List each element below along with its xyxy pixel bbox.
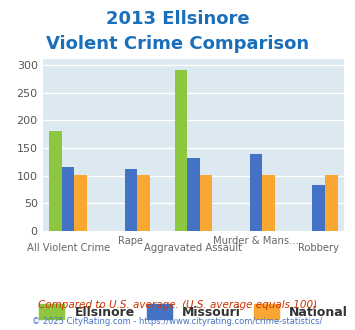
- Text: Violent Crime Comparison: Violent Crime Comparison: [46, 35, 309, 53]
- Bar: [137, 175, 150, 231]
- Bar: [175, 71, 187, 231]
- Bar: [250, 154, 262, 231]
- Bar: [325, 175, 338, 231]
- Bar: [312, 185, 325, 231]
- Text: Aggravated Assault: Aggravated Assault: [144, 243, 242, 253]
- Text: Rape: Rape: [118, 236, 143, 246]
- Text: 2013 Ellsinore: 2013 Ellsinore: [106, 10, 249, 28]
- Text: Compared to U.S. average. (U.S. average equals 100): Compared to U.S. average. (U.S. average …: [38, 300, 317, 310]
- Text: Murder & Mans...: Murder & Mans...: [213, 236, 299, 246]
- Bar: [125, 169, 137, 231]
- Bar: [49, 131, 62, 231]
- Bar: [75, 175, 87, 231]
- Legend: Ellsinore, Missouri, National: Ellsinore, Missouri, National: [34, 299, 353, 324]
- Bar: [187, 158, 200, 231]
- Bar: [262, 175, 275, 231]
- Text: © 2025 CityRating.com - https://www.cityrating.com/crime-statistics/: © 2025 CityRating.com - https://www.city…: [32, 317, 323, 326]
- Bar: [62, 167, 75, 231]
- Text: Robbery: Robbery: [298, 243, 339, 253]
- Bar: [200, 175, 212, 231]
- Text: All Violent Crime: All Violent Crime: [27, 243, 110, 253]
